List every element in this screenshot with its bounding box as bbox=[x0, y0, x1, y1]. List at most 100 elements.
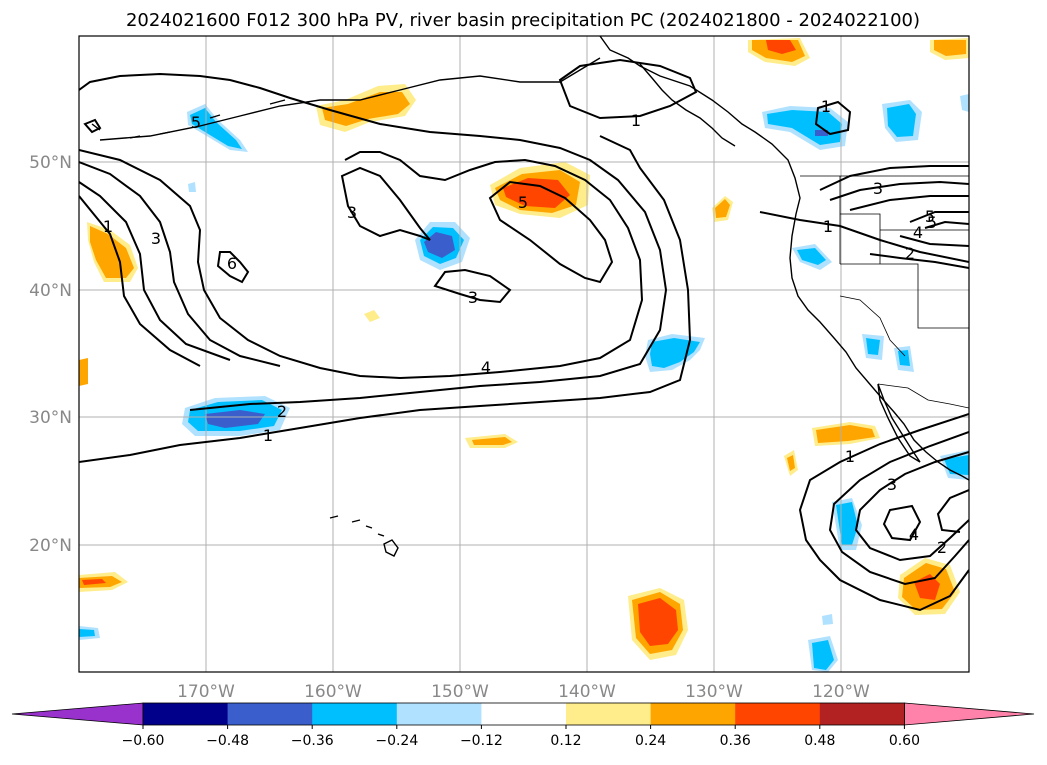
contour-label: 5 bbox=[927, 213, 937, 232]
lon-label: 160°W bbox=[304, 682, 362, 702]
border-us-mexico bbox=[877, 383, 969, 409]
lon-label: 120°W bbox=[812, 682, 870, 702]
lon-label: 150°W bbox=[431, 682, 489, 702]
colorbar-segment bbox=[143, 703, 229, 725]
colorbar-segment bbox=[904, 702, 1035, 726]
contour-label: 1 bbox=[263, 426, 273, 445]
precip-blob-negative bbox=[190, 108, 242, 149]
pv-contour-line bbox=[924, 220, 969, 229]
precip-blob-negative bbox=[79, 629, 95, 637]
lat-label: 40°N bbox=[29, 281, 72, 301]
coastline-hawaii bbox=[329, 515, 399, 557]
coastline-southeast-alaska bbox=[639, 63, 736, 147]
coastline-aleutians bbox=[91, 99, 286, 139]
contour-label: 2 bbox=[277, 402, 287, 421]
precip-blob-positive bbox=[934, 40, 966, 56]
precip-blob-positive bbox=[766, 40, 796, 54]
precip-blob-negative bbox=[205, 410, 265, 428]
pv-contour-line bbox=[759, 211, 969, 263]
pv-contour-line bbox=[899, 235, 969, 247]
pv-contour-line bbox=[849, 195, 969, 211]
precip-blob-negative bbox=[815, 130, 828, 136]
map-title: 2024021600 F012 300 hPa PV, river basin … bbox=[126, 10, 920, 31]
contour-label: 2 bbox=[937, 538, 947, 557]
colorbar-segment bbox=[396, 703, 482, 725]
pv-contour-line bbox=[819, 165, 969, 191]
pv-contour-line bbox=[340, 166, 431, 241]
precip-blob-negative bbox=[767, 110, 842, 145]
coastlines bbox=[91, 36, 969, 557]
contour-label: 3 bbox=[151, 229, 161, 248]
border-us-states bbox=[839, 176, 969, 357]
precip-blob-negative bbox=[898, 350, 910, 366]
precip-blob-negative bbox=[822, 614, 833, 625]
contour-label: 1 bbox=[631, 111, 641, 130]
pv-contour-line bbox=[869, 253, 969, 269]
contour-label: 1 bbox=[103, 217, 113, 236]
contour-label: 4 bbox=[481, 358, 491, 377]
contour-label: 5 bbox=[925, 207, 935, 226]
precip-blob-positive bbox=[787, 455, 795, 471]
colorbar-segment bbox=[481, 703, 567, 725]
precip-blob-positive bbox=[816, 425, 875, 443]
precip-blob-positive bbox=[638, 598, 678, 646]
precip-blob-negative bbox=[797, 248, 826, 265]
lat-label: 50°N bbox=[29, 153, 72, 173]
pv-contour-line bbox=[79, 149, 644, 380]
pv-contour-line bbox=[936, 489, 969, 533]
coastline-alaska-peninsula bbox=[99, 57, 601, 141]
colorbar-segment bbox=[650, 703, 736, 725]
coastline-north-america bbox=[599, 36, 969, 481]
lon-label: 170°W bbox=[177, 682, 235, 702]
map-content: 1 2 3 4 5 6 1 3 3 5 1 1 2 3 4 5 1 3 4 2 … bbox=[79, 36, 969, 672]
contour-label: 5 bbox=[518, 193, 528, 212]
colorbar-tick-label: 0.60 bbox=[889, 733, 920, 749]
pv-contour-line bbox=[909, 211, 969, 223]
pv-contour-line bbox=[79, 135, 692, 463]
precip-blob-negative bbox=[424, 232, 455, 258]
pv-contour-line bbox=[882, 504, 922, 542]
contour-label: 3 bbox=[468, 288, 478, 307]
pv-contour-line bbox=[433, 268, 512, 304]
precip-blob-negative bbox=[188, 182, 196, 192]
pv-contour-line bbox=[79, 195, 201, 367]
pv-contour-line bbox=[558, 58, 698, 120]
precip-blob-negative bbox=[887, 104, 916, 137]
pv-contour-line bbox=[829, 180, 969, 201]
pv-contours bbox=[79, 58, 969, 612]
precip-blob-negative bbox=[812, 640, 834, 670]
contour-label: 3 bbox=[347, 203, 357, 222]
precip-blob-positive bbox=[715, 199, 730, 218]
precip-blob-negative bbox=[960, 94, 969, 112]
pv-contour-line bbox=[488, 180, 614, 284]
contour-label: 1 bbox=[845, 447, 855, 466]
lat-labels: 50°N 40°N 30°N 20°N bbox=[29, 153, 72, 556]
contour-label: 4 bbox=[913, 223, 923, 242]
pv-contour-line bbox=[216, 251, 250, 284]
precip-blob-negative bbox=[866, 338, 880, 355]
colorbar-segment bbox=[819, 703, 905, 725]
contour-label: 3 bbox=[873, 179, 883, 198]
contour-label: 1 bbox=[821, 97, 831, 116]
precip-blob-positive bbox=[472, 437, 512, 445]
colorbar-outline bbox=[142, 702, 905, 726]
colorbar-ticks: −0.60 −0.48 −0.36 −0.24 −0.12 0.12 0.24 0.36 0.4… bbox=[122, 725, 920, 749]
colorbar-segment bbox=[735, 703, 821, 725]
colorbar-tick-label: 0.36 bbox=[720, 733, 751, 749]
contour-label: 1 bbox=[823, 217, 833, 236]
colorbar-tick-label: −0.48 bbox=[206, 733, 249, 749]
precip-blob-positive bbox=[90, 226, 134, 278]
contour-label: 6 bbox=[227, 254, 237, 273]
colorbar-tick-label: −0.36 bbox=[291, 733, 334, 749]
lat-label: 20°N bbox=[29, 536, 72, 556]
colorbar-tick-label: −0.12 bbox=[460, 733, 503, 749]
lon-label: 140°W bbox=[558, 682, 616, 702]
precip-blob-positive bbox=[79, 358, 88, 386]
colorbar-segment bbox=[11, 702, 144, 726]
precip-blob-positive bbox=[364, 310, 380, 322]
colorbar-segment bbox=[312, 703, 398, 725]
pv-contour-line bbox=[798, 413, 969, 612]
contour-labels: 1 2 3 4 5 6 1 3 3 5 1 1 2 3 4 5 1 3 4 2 … bbox=[103, 97, 947, 557]
precip-blob-negative bbox=[650, 338, 700, 368]
